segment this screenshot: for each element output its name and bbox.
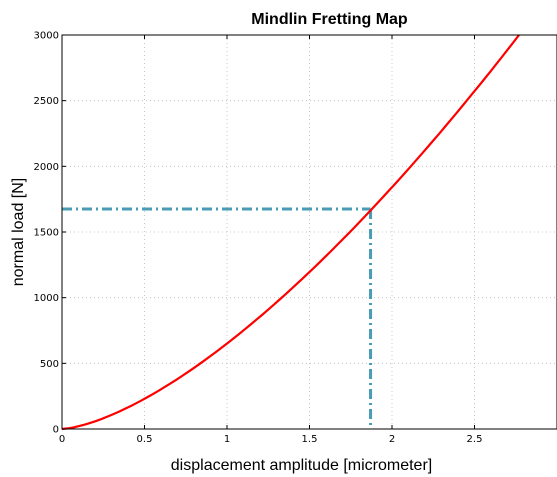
x-tick-label: 1 [224, 434, 230, 445]
series-group [61, 34, 520, 431]
chart-title: Mindlin Fretting Map [251, 11, 408, 28]
grid-lines [62, 35, 557, 429]
series-line [61, 34, 520, 431]
x-tick-label: 2 [389, 434, 395, 445]
y-tick-label: 500 [40, 359, 59, 370]
y-tick-label: 1000 [34, 293, 59, 304]
axis-ticks [61, 34, 475, 430]
y-tick-label: 3000 [34, 31, 59, 42]
y-axis-label: normal load [N] [10, 178, 27, 287]
x-tick-label: 0.5 [137, 434, 153, 445]
x-tick-label: 0 [59, 434, 65, 445]
x-tick-label: 1.5 [302, 434, 318, 445]
reference-lines [62, 207, 373, 429]
x-axis-label: displacement amplitude [micrometer] [171, 457, 432, 474]
y-tick-label: 2000 [34, 162, 59, 173]
x-tick-label: 2.5 [467, 434, 483, 445]
y-tick-label: 2500 [34, 96, 59, 107]
tick-labels: 0 0.5 1 1.5 2 2.5 0 500 1000 1500 2000 2500 3000 [34, 31, 483, 446]
y-tick-label: 0 [53, 425, 59, 436]
y-tick-label: 1500 [34, 228, 59, 239]
